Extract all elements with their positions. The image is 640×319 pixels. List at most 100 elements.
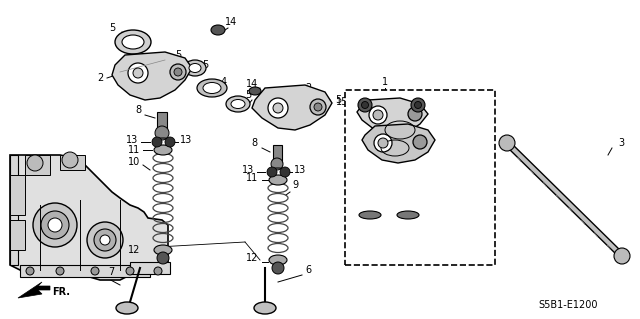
Circle shape bbox=[268, 98, 288, 118]
Bar bbox=[10, 175, 25, 215]
Text: 5: 5 bbox=[202, 60, 208, 70]
Text: 5: 5 bbox=[245, 90, 252, 100]
Circle shape bbox=[374, 134, 392, 152]
Text: S5B1-E1200: S5B1-E1200 bbox=[538, 300, 598, 310]
Text: 15: 15 bbox=[335, 97, 348, 107]
Text: 14: 14 bbox=[225, 17, 237, 27]
Ellipse shape bbox=[231, 100, 245, 108]
Text: 15: 15 bbox=[428, 97, 440, 107]
Text: 12: 12 bbox=[127, 245, 140, 255]
Circle shape bbox=[152, 137, 162, 147]
Polygon shape bbox=[60, 155, 85, 170]
Ellipse shape bbox=[116, 302, 138, 314]
Circle shape bbox=[272, 262, 284, 274]
Text: 13: 13 bbox=[180, 135, 192, 145]
Polygon shape bbox=[357, 98, 428, 134]
Circle shape bbox=[362, 101, 369, 108]
Text: 2: 2 bbox=[97, 73, 103, 83]
Ellipse shape bbox=[154, 145, 172, 155]
Circle shape bbox=[378, 138, 388, 148]
Text: 4: 4 bbox=[221, 77, 227, 87]
Ellipse shape bbox=[115, 30, 151, 54]
Text: 1: 1 bbox=[382, 77, 388, 87]
Ellipse shape bbox=[122, 35, 144, 49]
Bar bbox=[10, 220, 25, 250]
Bar bbox=[273, 145, 282, 165]
Circle shape bbox=[165, 137, 175, 147]
Text: 6: 6 bbox=[305, 265, 311, 275]
Bar bbox=[345, 90, 495, 265]
Bar bbox=[20, 265, 150, 277]
Text: 8: 8 bbox=[422, 213, 428, 223]
Polygon shape bbox=[252, 85, 332, 130]
Ellipse shape bbox=[254, 302, 276, 314]
Circle shape bbox=[48, 218, 62, 232]
Circle shape bbox=[126, 267, 134, 275]
Text: 13: 13 bbox=[125, 135, 138, 145]
Text: 2: 2 bbox=[305, 83, 311, 93]
Text: 5: 5 bbox=[175, 50, 181, 60]
Polygon shape bbox=[18, 282, 50, 298]
Ellipse shape bbox=[226, 96, 250, 112]
Circle shape bbox=[27, 155, 43, 171]
Circle shape bbox=[310, 99, 326, 115]
Circle shape bbox=[56, 267, 64, 275]
Circle shape bbox=[373, 110, 383, 120]
Circle shape bbox=[413, 135, 427, 149]
Text: 11: 11 bbox=[128, 145, 140, 155]
Circle shape bbox=[154, 267, 162, 275]
Text: 8: 8 bbox=[252, 138, 258, 148]
Polygon shape bbox=[10, 155, 168, 280]
Text: 9: 9 bbox=[292, 180, 298, 190]
Ellipse shape bbox=[249, 87, 261, 95]
Circle shape bbox=[271, 158, 283, 170]
Text: 12: 12 bbox=[246, 253, 258, 263]
Ellipse shape bbox=[203, 83, 221, 93]
Circle shape bbox=[499, 135, 515, 151]
Circle shape bbox=[155, 126, 169, 140]
Circle shape bbox=[128, 63, 148, 83]
Text: 13: 13 bbox=[242, 165, 254, 175]
Circle shape bbox=[369, 106, 387, 124]
Polygon shape bbox=[362, 124, 435, 163]
Text: 11: 11 bbox=[246, 173, 258, 183]
Circle shape bbox=[94, 229, 116, 251]
Ellipse shape bbox=[184, 60, 206, 76]
Ellipse shape bbox=[359, 211, 381, 219]
Text: 5: 5 bbox=[335, 95, 341, 105]
Text: 8: 8 bbox=[346, 213, 352, 223]
Text: FR.: FR. bbox=[52, 287, 70, 297]
Circle shape bbox=[415, 101, 422, 108]
Circle shape bbox=[87, 222, 123, 258]
Polygon shape bbox=[10, 155, 18, 265]
Ellipse shape bbox=[211, 25, 225, 35]
Text: 3: 3 bbox=[618, 138, 624, 148]
Circle shape bbox=[408, 107, 422, 121]
Polygon shape bbox=[505, 141, 624, 258]
Circle shape bbox=[174, 68, 182, 76]
Circle shape bbox=[267, 167, 277, 177]
Ellipse shape bbox=[197, 79, 227, 97]
Bar bbox=[157, 112, 167, 134]
Text: 13: 13 bbox=[294, 165, 307, 175]
Circle shape bbox=[273, 103, 283, 113]
Ellipse shape bbox=[269, 175, 287, 185]
Text: 7: 7 bbox=[108, 267, 115, 277]
Circle shape bbox=[314, 103, 322, 111]
Circle shape bbox=[41, 211, 69, 239]
Bar bbox=[130, 262, 170, 274]
Circle shape bbox=[280, 167, 290, 177]
Ellipse shape bbox=[269, 255, 287, 265]
Circle shape bbox=[170, 64, 186, 80]
Circle shape bbox=[26, 267, 34, 275]
Ellipse shape bbox=[397, 211, 419, 219]
Ellipse shape bbox=[189, 63, 201, 72]
Text: 14: 14 bbox=[246, 79, 258, 89]
Text: 10: 10 bbox=[128, 157, 140, 167]
Text: 5: 5 bbox=[109, 23, 115, 33]
Circle shape bbox=[33, 203, 77, 247]
Circle shape bbox=[62, 152, 78, 168]
Circle shape bbox=[133, 68, 143, 78]
Circle shape bbox=[157, 252, 169, 264]
Circle shape bbox=[614, 248, 630, 264]
